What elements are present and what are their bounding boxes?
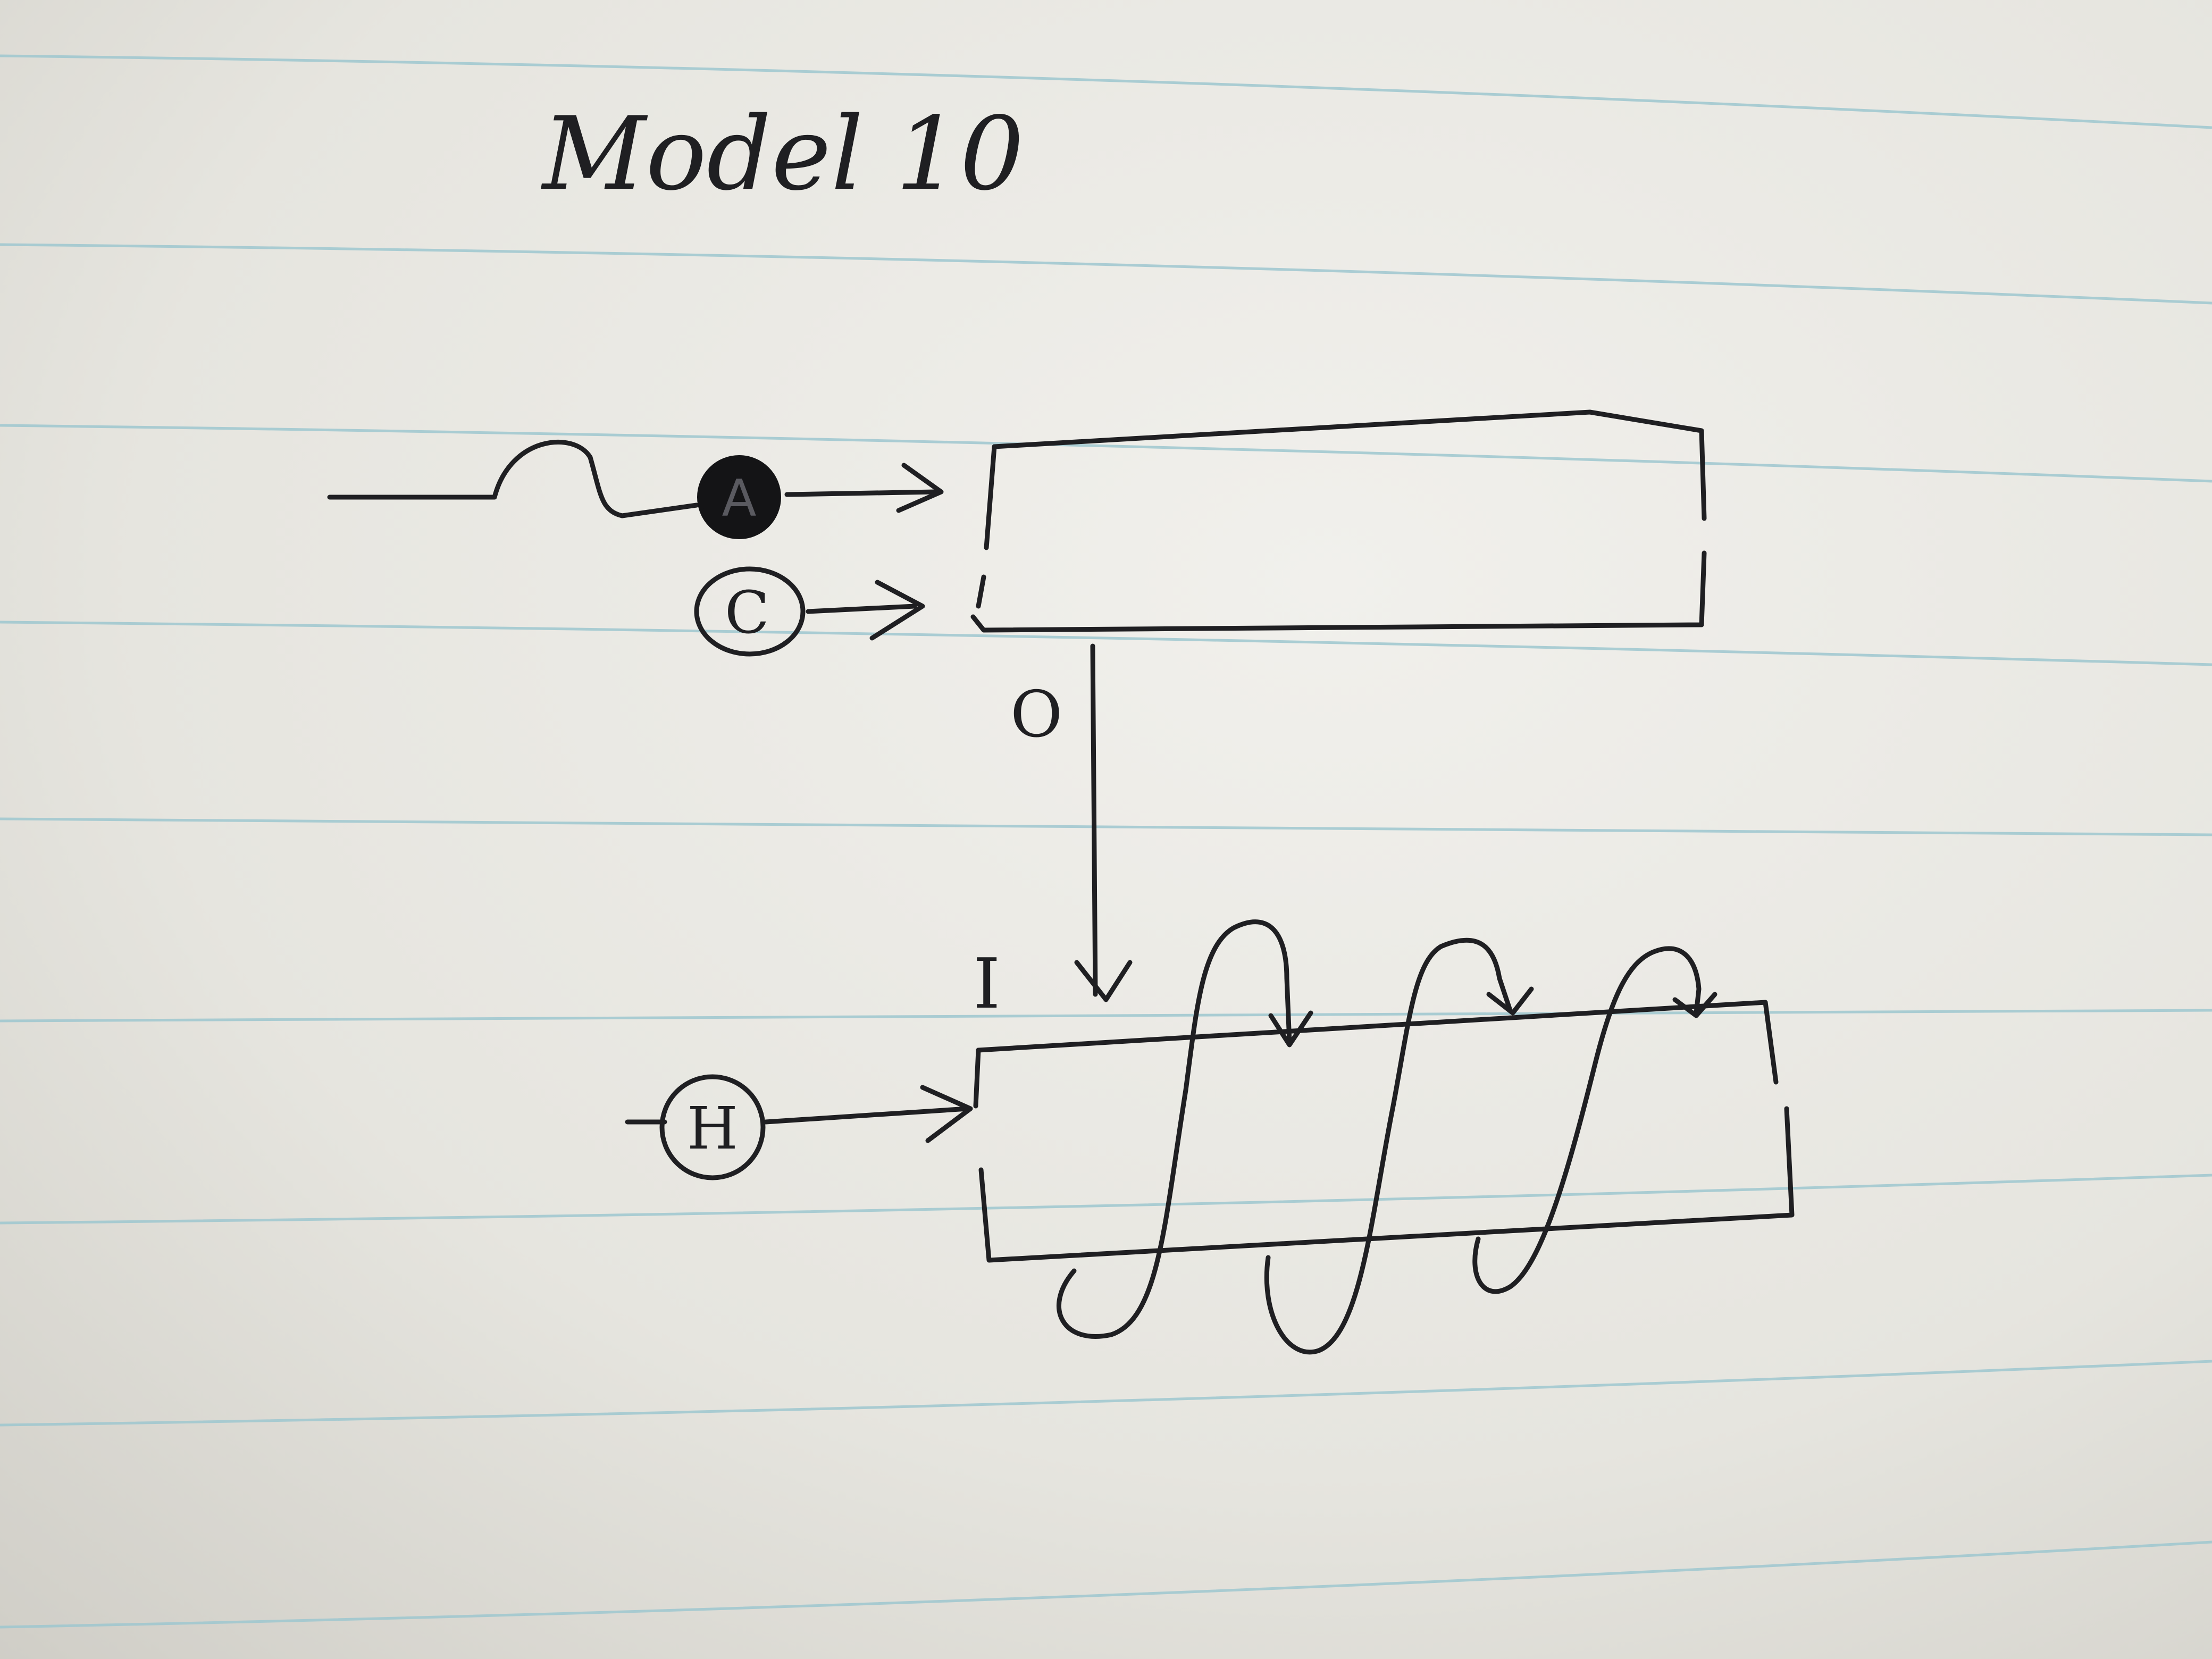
arrow-c-to-block bbox=[806, 580, 925, 641]
arrow-a-to-block bbox=[784, 463, 944, 513]
page-title: Model 10 bbox=[541, 95, 1024, 213]
coil-windings bbox=[1057, 919, 1717, 1355]
arrow-block1-to-block2 bbox=[1074, 643, 1133, 1002]
circle-h-node: H bbox=[625, 1074, 766, 1180]
circle-c-label: C bbox=[725, 579, 769, 647]
circle-a-node: A bbox=[697, 455, 781, 539]
arrow-h-to-block2 bbox=[763, 1085, 973, 1143]
upper-block bbox=[970, 409, 1707, 633]
circle-a-label: A bbox=[722, 470, 757, 528]
input-label: I bbox=[973, 943, 1000, 1024]
circle-h-label: H bbox=[687, 1094, 738, 1162]
output-label: O bbox=[1010, 678, 1062, 752]
input-wave-line bbox=[327, 440, 699, 518]
lower-block bbox=[973, 1000, 1795, 1263]
circle-c-node: C bbox=[694, 566, 806, 657]
ruled-lines bbox=[0, 54, 2212, 1629]
